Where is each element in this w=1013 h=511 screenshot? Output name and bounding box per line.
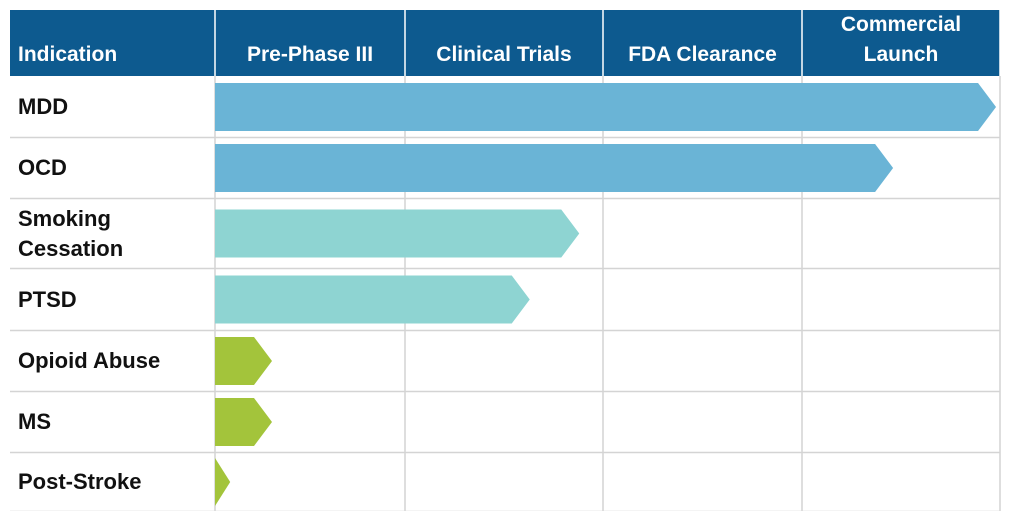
header-cell: FDA Clearance <box>628 43 777 66</box>
category-label: Post-Stroke <box>18 469 142 494</box>
header-cell: Indication <box>18 43 118 66</box>
bar <box>215 275 530 324</box>
category-label: PTSD <box>18 286 77 312</box>
bar <box>215 398 272 446</box>
bar <box>215 144 894 192</box>
header-bg <box>10 10 1000 76</box>
category-label: MDD <box>18 94 69 119</box>
bar <box>215 337 272 385</box>
bar <box>215 83 997 131</box>
bar <box>215 209 580 258</box>
category-label: MS <box>18 409 51 434</box>
category-label: Smoking Cessation <box>18 205 124 261</box>
category-label: OCD <box>18 155 67 180</box>
header-cell: Commercial Launch <box>840 13 962 66</box>
header-cell: Clinical Trials <box>436 43 572 66</box>
category-label: Opioid Abuse <box>18 348 161 373</box>
header-cell: Pre-Phase III <box>246 43 374 66</box>
bar <box>215 458 231 506</box>
